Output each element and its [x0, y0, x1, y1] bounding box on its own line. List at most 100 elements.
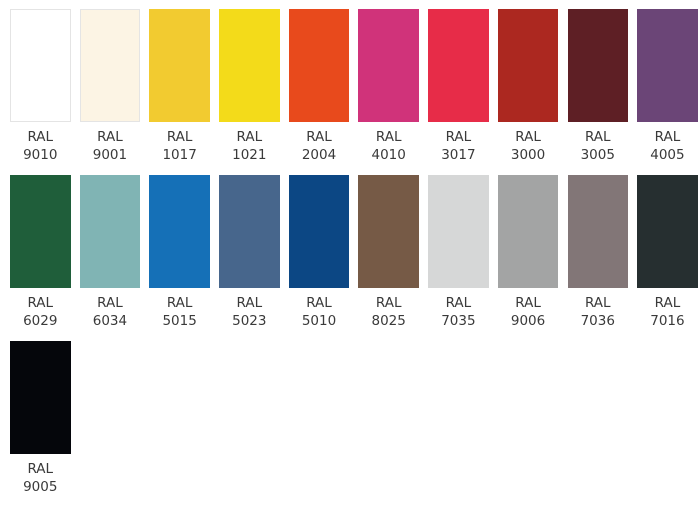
color-swatch: [79, 9, 141, 122]
color-swatch-item: RAL 7016: [637, 175, 698, 341]
ral-prefix: RAL: [306, 295, 332, 311]
color-swatch: [637, 175, 698, 288]
ral-prefix: RAL: [166, 295, 193, 311]
ral-code: 6029: [23, 313, 58, 329]
color-swatch: [10, 9, 71, 122]
swatch-label: RAL 3017: [441, 128, 475, 164]
swatch-label: RAL 4005: [650, 128, 684, 164]
swatch-label: RAL 4010: [372, 128, 406, 164]
swatch-label: RAL 9005: [23, 460, 57, 496]
color-swatch-item: RAL 5023: [219, 175, 280, 341]
ral-prefix: RAL: [584, 129, 611, 145]
color-swatch: [428, 9, 489, 122]
color-swatch-item: RAL 2004: [288, 9, 350, 175]
swatch-label: RAL 1021: [232, 128, 266, 164]
ral-code: 8025: [371, 313, 406, 329]
ral-prefix: RAL: [236, 129, 263, 145]
color-swatch: [149, 9, 210, 122]
color-swatch-item: RAL 6034: [79, 175, 141, 341]
color-swatch: [288, 9, 350, 122]
swatch-label: RAL 7016: [650, 294, 684, 330]
color-swatch-item: RAL 1017: [149, 9, 210, 175]
color-swatch-item: RAL 9006: [497, 175, 559, 341]
swatch-label: RAL 9006: [511, 294, 545, 330]
ral-code: 6034: [92, 313, 128, 329]
swatch-label: RAL 9001: [93, 128, 127, 164]
ral-code: 5015: [162, 313, 197, 329]
ral-code: 9006: [510, 313, 546, 329]
ral-prefix: RAL: [27, 295, 54, 311]
color-swatch: [149, 175, 210, 288]
swatch-label: RAL 3000: [511, 128, 545, 164]
color-swatch-item: RAL 3017: [428, 9, 489, 175]
ral-code: 4010: [371, 147, 406, 163]
color-swatch: [219, 9, 280, 122]
ral-prefix: RAL: [97, 295, 123, 311]
ral-prefix: RAL: [375, 129, 402, 145]
ral-code: 7036: [580, 313, 615, 329]
ral-prefix: RAL: [515, 129, 541, 145]
color-swatch-item: RAL 9005: [10, 341, 71, 507]
color-swatch-item: RAL 5015: [149, 175, 210, 341]
swatch-label: RAL 6034: [93, 294, 127, 330]
color-swatch: [358, 9, 419, 122]
ral-code: 2004: [301, 147, 337, 163]
color-swatch: [567, 9, 628, 122]
ral-prefix: RAL: [236, 295, 263, 311]
ral-prefix: RAL: [445, 129, 472, 145]
ral-prefix: RAL: [515, 295, 541, 311]
swatch-label: RAL 8025: [372, 294, 406, 330]
color-swatch: [497, 175, 559, 288]
color-swatch-item: RAL 4010: [358, 9, 419, 175]
ral-color-chart: RAL 9010 RAL 9001 RAL 1017 RAL 1021 RAL 2004 RAL 40…: [10, 9, 698, 507]
swatch-label: RAL 5015: [162, 294, 196, 330]
ral-code: 3000: [510, 147, 546, 163]
ral-prefix: RAL: [654, 129, 681, 145]
ral-prefix: RAL: [97, 129, 123, 145]
color-swatch-item: RAL 4005: [637, 9, 698, 175]
ral-prefix: RAL: [584, 295, 611, 311]
swatch-label: RAL 7036: [581, 294, 615, 330]
color-swatch: [567, 175, 628, 288]
swatch-label: RAL 1017: [162, 128, 196, 164]
color-swatch: [637, 9, 698, 122]
ral-code: 7035: [441, 313, 476, 329]
color-swatch: [497, 9, 559, 122]
swatch-label: RAL 7035: [441, 294, 475, 330]
swatch-label: RAL 6029: [23, 294, 57, 330]
swatch-label: RAL 5010: [302, 294, 336, 330]
color-swatch-item: RAL 9001: [79, 9, 141, 175]
ral-code: 4005: [650, 147, 685, 163]
ral-code: 9001: [92, 147, 128, 163]
ral-code: 5023: [232, 313, 267, 329]
ral-prefix: RAL: [166, 129, 193, 145]
color-swatch-item: RAL 1021: [219, 9, 280, 175]
color-swatch: [79, 175, 141, 288]
ral-code: 9010: [23, 147, 58, 163]
ral-code: 3005: [580, 147, 615, 163]
ral-code: 1017: [162, 147, 197, 163]
ral-code: 1021: [232, 147, 267, 163]
color-swatch: [288, 175, 350, 288]
color-swatch: [219, 175, 280, 288]
color-swatch-item: RAL 5010: [288, 175, 350, 341]
swatch-label: RAL 3005: [581, 128, 615, 164]
color-swatch-item: RAL 8025: [358, 175, 419, 341]
color-swatch-item: RAL 6029: [10, 175, 71, 341]
color-swatch: [358, 175, 419, 288]
color-swatch-item: RAL 3005: [567, 9, 628, 175]
color-swatch: [10, 341, 71, 454]
ral-code: 7016: [650, 313, 685, 329]
swatch-label: RAL 9010: [23, 128, 57, 164]
color-swatch: [10, 175, 71, 288]
ral-prefix: RAL: [445, 295, 472, 311]
color-swatch-item: RAL 7036: [567, 175, 628, 341]
ral-prefix: RAL: [375, 295, 402, 311]
ral-prefix: RAL: [654, 295, 681, 311]
swatch-label: RAL 5023: [232, 294, 266, 330]
ral-code: 5010: [301, 313, 337, 329]
ral-code: 3017: [441, 147, 476, 163]
swatch-label: RAL 2004: [302, 128, 336, 164]
ral-code: 9005: [23, 479, 58, 495]
ral-prefix: RAL: [306, 129, 332, 145]
